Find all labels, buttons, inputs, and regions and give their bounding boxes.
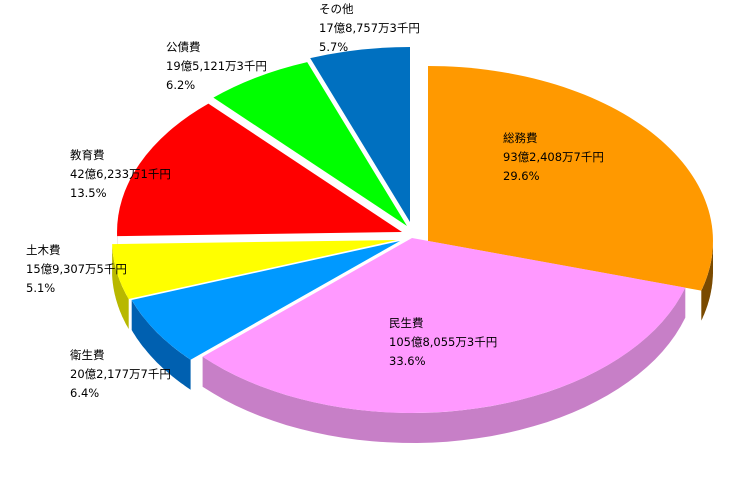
slice-amount: 93億2,408万7千円: [503, 150, 604, 164]
pie-tops: [112, 47, 713, 413]
slice-4-top: [117, 103, 402, 237]
slice-6-top: [310, 47, 410, 222]
slice-name: 公債費: [166, 40, 201, 54]
slice-label-minsei: 民生費 105億8,055万3千円 33.6%: [389, 314, 497, 371]
slice-label-eisei: 衛生費 20億2,177万7千円 6.4%: [70, 346, 171, 403]
slice-1-side: [202, 287, 686, 443]
slice-amount: 42億6,233万1千円: [70, 167, 171, 181]
slice-name: 衛生費: [70, 348, 105, 362]
slice-amount: 19億5,121万3千円: [166, 59, 267, 73]
slice-amount: 105億8,055万3千円: [389, 335, 498, 349]
slice-name: 民生費: [389, 316, 424, 330]
slice-3-top: [112, 240, 397, 299]
slice-0-side: [701, 241, 713, 321]
slice-label-sonota: その他 17億8,757万3千円 5.7%: [319, 0, 420, 57]
slice-label-doboku: 土木費 15億9,307万5千円 5.1%: [26, 241, 127, 298]
slice-percent: 6.2%: [166, 78, 196, 92]
slice-amount: 15億9,307万5千円: [26, 262, 127, 276]
slice-percent: 6.4%: [70, 386, 100, 400]
slice-3-side: [112, 244, 129, 329]
slice-percent: 5.1%: [26, 281, 56, 295]
slice-percent: 5.7%: [319, 40, 349, 54]
slice-amount: 20億2,177万7千円: [70, 367, 171, 381]
slice-name: 教育費: [70, 148, 105, 162]
slice-amount: 17億8,757万3千円: [319, 21, 420, 35]
slice-label-kyouiku: 教育費 42億6,233万1千円 13.5%: [70, 146, 171, 203]
slice-2-top: [131, 241, 400, 360]
slice-0-top: [428, 66, 713, 291]
slice-label-kousai: 公債費 19億5,121万3千円 6.2%: [166, 38, 267, 95]
slice-percent: 13.5%: [70, 186, 107, 200]
slice-name: その他: [319, 2, 354, 16]
slice-label-soumu: 総務費 93億2,408万7千円 29.6%: [503, 129, 604, 186]
slice-2-side: [131, 300, 191, 390]
slice-5-top: [213, 62, 407, 226]
slice-percent: 33.6%: [389, 354, 426, 368]
slice-name: 総務費: [503, 131, 538, 145]
slice-percent: 29.6%: [503, 169, 540, 183]
slice-1-top: [202, 238, 686, 413]
slice-name: 土木費: [26, 243, 61, 257]
